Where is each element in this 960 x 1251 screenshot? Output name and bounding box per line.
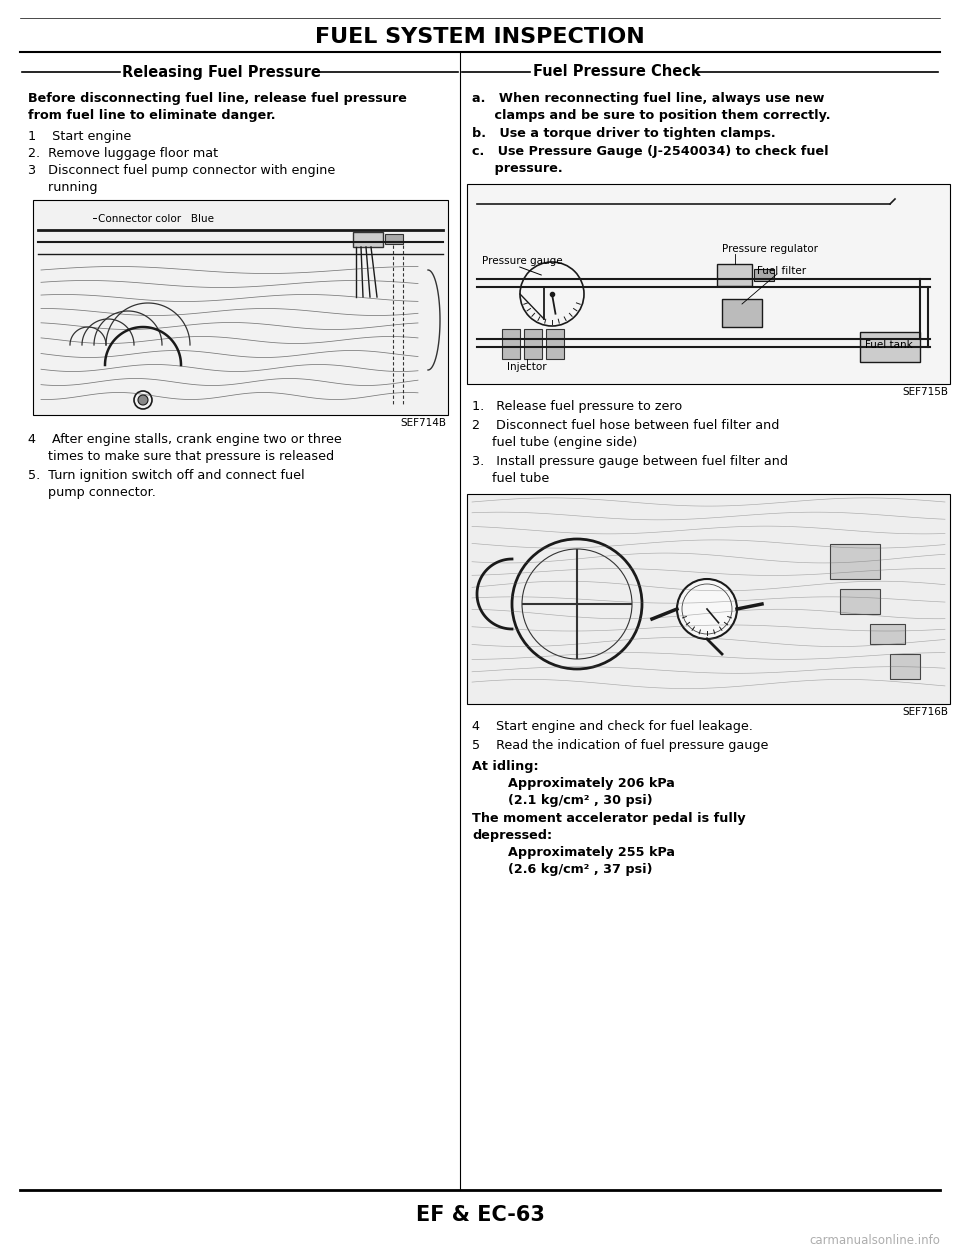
Text: At idling:: At idling: (472, 761, 539, 773)
Text: 2    Disconnect fuel hose between fuel filter and: 2 Disconnect fuel hose between fuel filt… (472, 419, 780, 432)
Bar (467, 184, 950, 384)
Text: a.   When reconnecting fuel line, always use new: a. When reconnecting fuel line, always u… (472, 93, 825, 105)
Text: b.   Use a torque driver to tighten clamps.: b. Use a torque driver to tighten clamps… (472, 128, 776, 140)
Text: depressed:: depressed: (472, 829, 552, 842)
Text: (2.6 kg/cm² , 37 psi): (2.6 kg/cm² , 37 psi) (472, 863, 653, 876)
Bar (717, 264, 752, 286)
Text: The moment accelerator pedal is fully: The moment accelerator pedal is fully (472, 812, 746, 824)
Text: Fuel filter: Fuel filter (757, 266, 806, 276)
Text: pressure.: pressure. (472, 161, 563, 175)
Bar (33, 200, 448, 415)
Bar (890, 654, 920, 679)
Text: clamps and be sure to position them correctly.: clamps and be sure to position them corr… (472, 109, 830, 123)
Text: pump connector.: pump connector. (28, 485, 156, 499)
Bar (467, 494, 950, 704)
Bar (830, 544, 880, 579)
Text: Pressure gauge: Pressure gauge (482, 256, 563, 266)
Text: 4    After engine stalls, crank engine two or three: 4 After engine stalls, crank engine two … (28, 433, 342, 447)
Text: 5.  Turn ignition switch off and connect fuel: 5. Turn ignition switch off and connect … (28, 469, 304, 482)
Text: Before disconnecting fuel line, release fuel pressure: Before disconnecting fuel line, release … (28, 93, 407, 105)
Text: from fuel line to eliminate danger.: from fuel line to eliminate danger. (28, 109, 276, 123)
Text: Connector color   Blue: Connector color Blue (98, 214, 214, 224)
Text: SEF716B: SEF716B (902, 707, 948, 717)
Text: SEF714B: SEF714B (400, 418, 446, 428)
Text: running: running (28, 181, 98, 194)
Bar (502, 329, 520, 359)
Text: Approximately 255 kPa: Approximately 255 kPa (472, 846, 675, 859)
Text: 3.   Install pressure gauge between fuel filter and: 3. Install pressure gauge between fuel f… (472, 455, 788, 468)
Bar (353, 231, 383, 246)
Bar (722, 299, 762, 327)
Text: 2.  Remove luggage floor mat: 2. Remove luggage floor mat (28, 148, 218, 160)
Text: EF & EC-63: EF & EC-63 (416, 1205, 544, 1225)
Text: carmanualsonline.info: carmanualsonline.info (809, 1233, 940, 1246)
Bar (524, 329, 542, 359)
Text: 4    Start engine and check for fuel leakage.: 4 Start engine and check for fuel leakag… (472, 721, 753, 733)
Bar (840, 589, 880, 614)
Text: Pressure regulator: Pressure regulator (722, 244, 818, 254)
Text: (2.1 kg/cm² , 30 psi): (2.1 kg/cm² , 30 psi) (472, 794, 653, 807)
Text: SEF715B: SEF715B (902, 387, 948, 397)
Bar (546, 329, 564, 359)
Circle shape (677, 579, 737, 639)
Text: fuel tube (engine side): fuel tube (engine side) (472, 437, 637, 449)
Bar (870, 624, 905, 644)
Text: Releasing Fuel Pressure: Releasing Fuel Pressure (122, 65, 321, 80)
Text: 1    Start engine: 1 Start engine (28, 130, 132, 143)
Text: Fuel Pressure Check: Fuel Pressure Check (533, 65, 701, 80)
Text: 1.   Release fuel pressure to zero: 1. Release fuel pressure to zero (472, 400, 683, 413)
Text: Fuel tank: Fuel tank (865, 340, 913, 350)
Text: FUEL SYSTEM INSPECTION: FUEL SYSTEM INSPECTION (315, 28, 645, 48)
Text: c.   Use Pressure Gauge (J-2540034) to check fuel: c. Use Pressure Gauge (J-2540034) to che… (472, 145, 828, 158)
Bar (754, 269, 774, 281)
Text: Injector: Injector (507, 362, 546, 372)
Text: times to make sure that pressure is released: times to make sure that pressure is rele… (28, 450, 334, 463)
Text: 3   Disconnect fuel pump connector with engine: 3 Disconnect fuel pump connector with en… (28, 164, 335, 176)
Text: Approximately 206 kPa: Approximately 206 kPa (472, 777, 675, 789)
Text: 5    Read the indication of fuel pressure gauge: 5 Read the indication of fuel pressure g… (472, 739, 768, 752)
Text: fuel tube: fuel tube (472, 472, 549, 485)
Circle shape (138, 395, 148, 405)
Bar (385, 234, 403, 244)
Bar (860, 332, 920, 362)
